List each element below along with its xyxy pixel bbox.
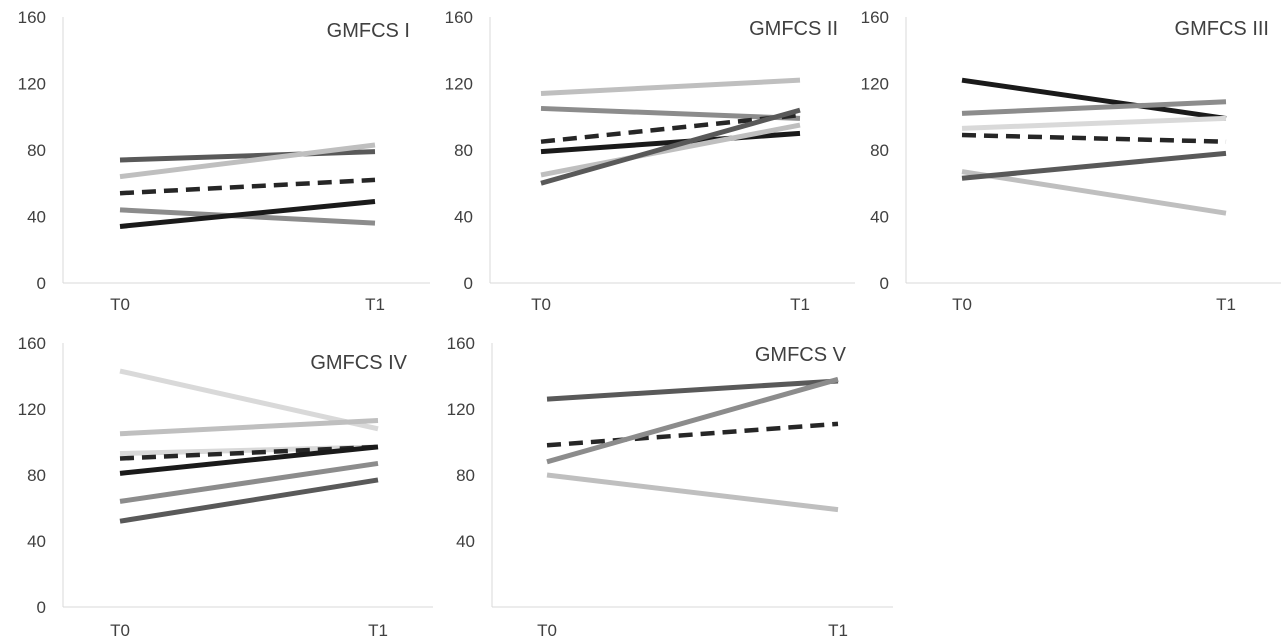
x-tick-label: T1 — [1216, 295, 1236, 314]
series-line-2 — [540, 105, 801, 121]
chart-panel-3: 0 40 80 120 160 T0 T1 GMFCS III — [861, 8, 1281, 314]
series-line-4 — [540, 130, 801, 155]
series-line-1 — [119, 368, 379, 432]
y-tick-label: 40 — [454, 208, 473, 227]
y-tick-label: 40 — [456, 532, 475, 551]
series-line-6 — [961, 150, 1227, 181]
series-line-3 — [961, 115, 1227, 131]
series-line-4 — [546, 472, 839, 513]
series-line-3 — [119, 177, 376, 196]
series-line-6 — [540, 107, 801, 186]
series-line-5 — [961, 169, 1227, 216]
y-tick-label: 160 — [18, 334, 46, 353]
y-tick-label: 120 — [18, 400, 46, 419]
x-tick-label: T0 — [952, 295, 972, 314]
y-tick-label: 120 — [445, 75, 473, 94]
y-tick-label: 40 — [870, 208, 889, 227]
y-tick-label: 120 — [861, 75, 889, 94]
x-tick-label: T0 — [110, 621, 130, 640]
panel-title: GMFCS I — [327, 20, 410, 42]
x-tick-label: T1 — [828, 621, 848, 640]
series-line-1 — [540, 77, 801, 96]
y-tick-label: 0 — [37, 274, 46, 293]
series-line-1 — [119, 149, 376, 163]
series-line-1 — [546, 378, 839, 402]
series-line-5 — [119, 444, 379, 476]
chart-panel-4: 0 40 80 120 160 T0 T1 GMFCS IV — [18, 334, 433, 640]
x-tick-label: T0 — [537, 621, 557, 640]
y-tick-label: 160 — [861, 8, 889, 27]
y-tick-label: 120 — [18, 75, 46, 94]
y-tick-label: 80 — [870, 141, 889, 160]
x-tick-label: T0 — [110, 295, 130, 314]
y-tick-label: 160 — [447, 334, 475, 353]
y-tick-label: 160 — [445, 8, 473, 27]
panel-title: GMFCS III — [1175, 18, 1269, 40]
panel-title: GMFCS II — [749, 18, 838, 40]
y-tick-label: 80 — [27, 141, 46, 160]
series-line-2 — [119, 418, 379, 437]
chart-panel-2: 0 40 80 120 160 T0 T1 GMFCS II — [445, 8, 855, 314]
y-tick-label: 80 — [456, 466, 475, 485]
y-tick-label: 80 — [454, 141, 473, 160]
series-line-5 — [540, 122, 801, 178]
y-tick-label: 80 — [27, 466, 46, 485]
y-tick-label: 0 — [37, 598, 46, 617]
y-tick-label: 0 — [464, 274, 473, 293]
panel-title: GMFCS IV — [310, 352, 407, 374]
y-tick-label: 40 — [27, 208, 46, 227]
series-line-2 — [119, 142, 376, 180]
y-tick-label: 40 — [27, 532, 46, 551]
series-line-7 — [119, 477, 379, 524]
y-tick-label: 160 — [18, 8, 46, 27]
series-line-5 — [119, 199, 376, 229]
series-line-3 — [119, 444, 379, 457]
series-line-1 — [961, 77, 1227, 121]
series-line-2 — [546, 421, 839, 448]
x-tick-label: T0 — [531, 295, 551, 314]
series-line-2 — [961, 99, 1227, 116]
x-tick-label: T1 — [365, 295, 385, 314]
series-line-4 — [961, 132, 1227, 144]
series-line-3 — [546, 376, 839, 465]
y-tick-label: 120 — [447, 400, 475, 419]
x-tick-label: T1 — [368, 621, 388, 640]
panel-title: GMFCS V — [755, 344, 847, 366]
x-tick-label: T1 — [790, 295, 810, 314]
y-tick-label: 0 — [880, 274, 889, 293]
series-line-6 — [119, 460, 379, 504]
chart-panel-1: 0 40 80 120 160 T0 T1 GMFCS I — [18, 8, 430, 314]
chart-panel-5: 40 80 120 160 T0 T1 GMFCS V — [447, 334, 893, 640]
